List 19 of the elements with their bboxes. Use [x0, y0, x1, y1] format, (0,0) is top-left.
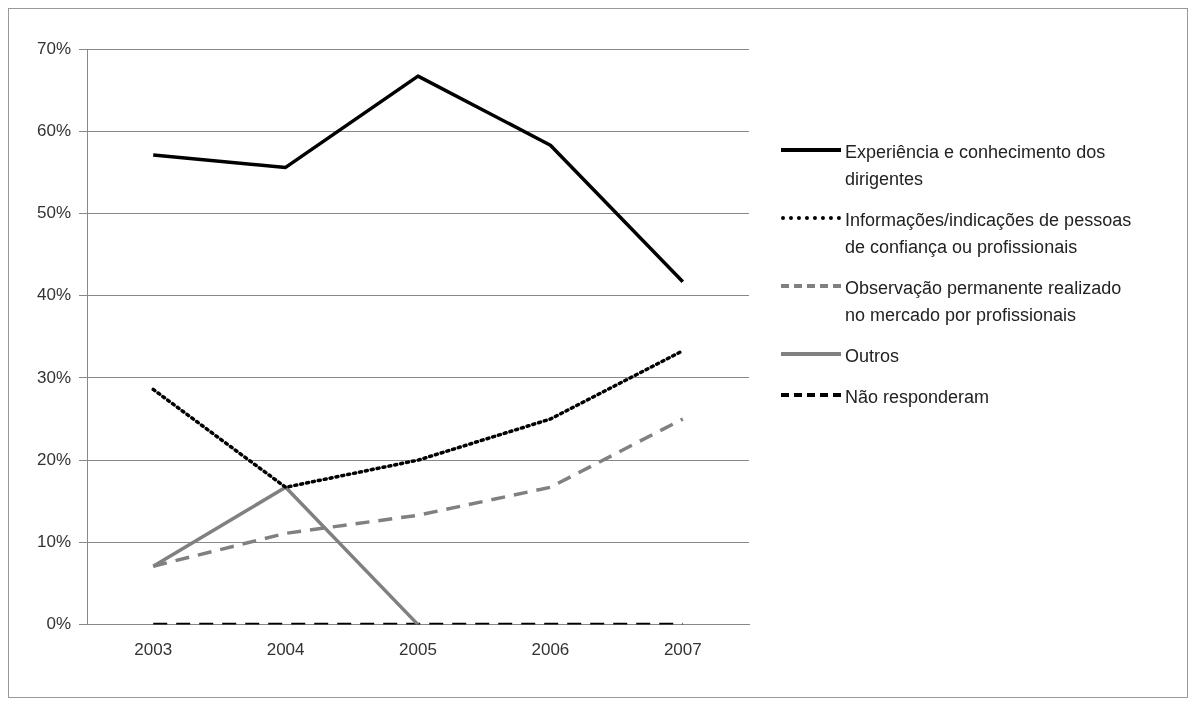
y-tick-label: 30% [36, 367, 72, 387]
y-tick-label: 10% [36, 532, 72, 552]
x-tick-label: 2004 [266, 640, 305, 660]
legend-label: Outros [845, 345, 901, 368]
y-tick-label: 20% [36, 449, 72, 469]
x-tick-label: 2005 [399, 640, 437, 660]
line-series [151, 349, 685, 490]
y-tick-label: 70% [36, 38, 72, 58]
legend-label: Observação permanente realizado no mercado por profissionais [845, 277, 1123, 327]
y-tick-label: 60% [36, 120, 72, 140]
y-tick-label: 40% [36, 285, 72, 305]
x-tick-label: 2003 [134, 640, 173, 660]
legend-label: Não responderam [845, 386, 991, 409]
x-tick-label: 2006 [531, 640, 570, 660]
y-tick-label: 50% [36, 203, 72, 223]
legend-label: Experiência e conhecimento dos dirigentes [845, 141, 1107, 191]
x-tick-label: 2007 [663, 640, 702, 660]
legend-label: Informações/indicações de pessoas de confiança ou profissionais [845, 209, 1133, 259]
y-tick-label: 0% [46, 614, 72, 634]
